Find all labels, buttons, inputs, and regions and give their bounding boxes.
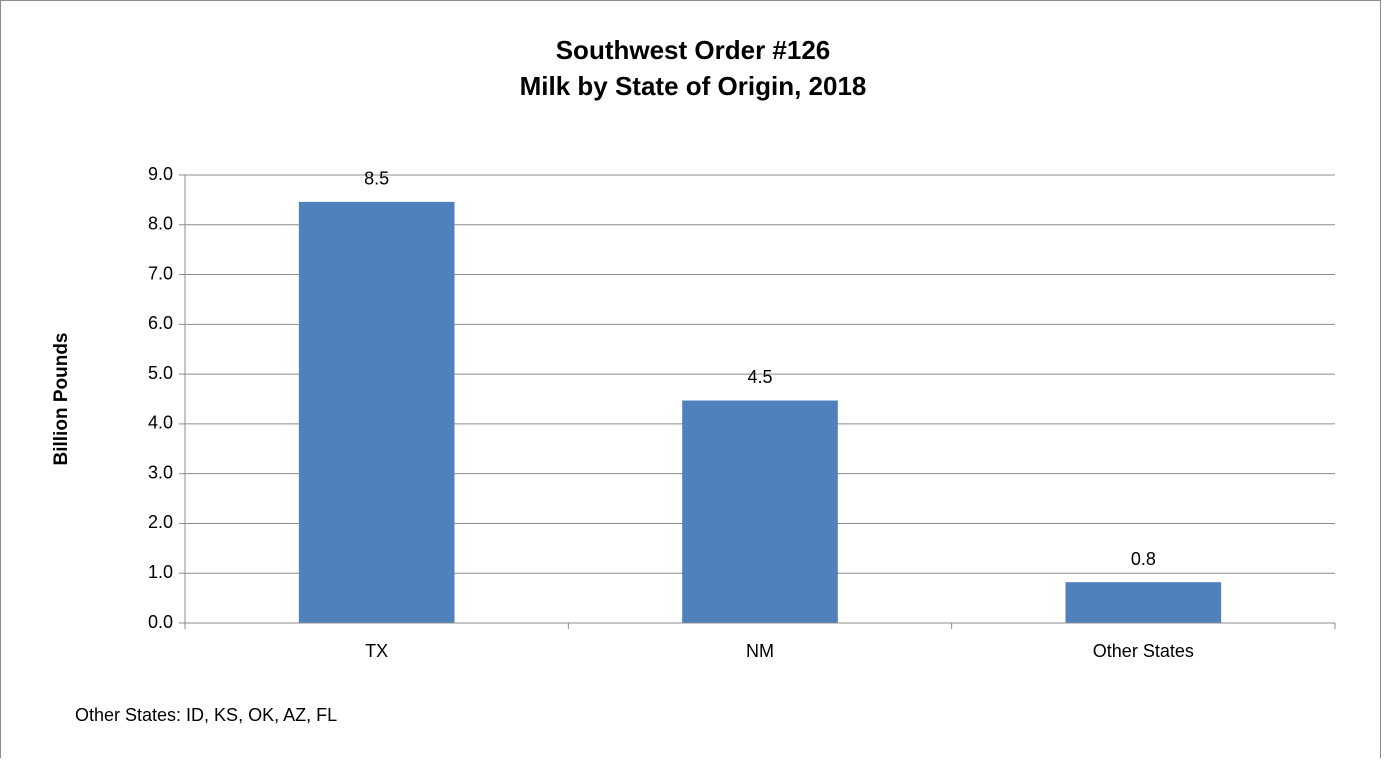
x-tick-label: Other States <box>1093 641 1194 661</box>
y-tick-label: 6.0 <box>148 313 173 333</box>
bar <box>298 201 455 623</box>
y-tick-label: 1.0 <box>148 562 173 582</box>
chart-title: Southwest Order #126 <box>556 35 831 65</box>
y-tick-label: 3.0 <box>148 462 173 482</box>
data-label: 8.5 <box>364 169 389 189</box>
y-tick-label: 5.0 <box>148 363 173 383</box>
data-label: 4.5 <box>747 367 772 387</box>
chart-title: Milk by State of Origin, 2018 <box>520 71 867 101</box>
y-tick-label: 9.0 <box>148 164 173 184</box>
bar <box>682 400 838 623</box>
y-tick-label: 8.0 <box>148 214 173 234</box>
y-tick-label: 0.0 <box>148 612 173 632</box>
x-tick-label: NM <box>746 641 774 661</box>
y-tick-label: 7.0 <box>148 263 173 283</box>
y-axis-title: Billion Pounds <box>51 333 72 466</box>
y-tick-label: 2.0 <box>148 512 173 532</box>
y-tick-label: 4.0 <box>148 413 173 433</box>
data-label: 0.8 <box>1131 549 1156 569</box>
x-tick-label: TX <box>365 641 388 661</box>
annotation: Other States: ID, KS, OK, AZ, FL <box>75 705 337 725</box>
bar <box>1065 582 1222 623</box>
